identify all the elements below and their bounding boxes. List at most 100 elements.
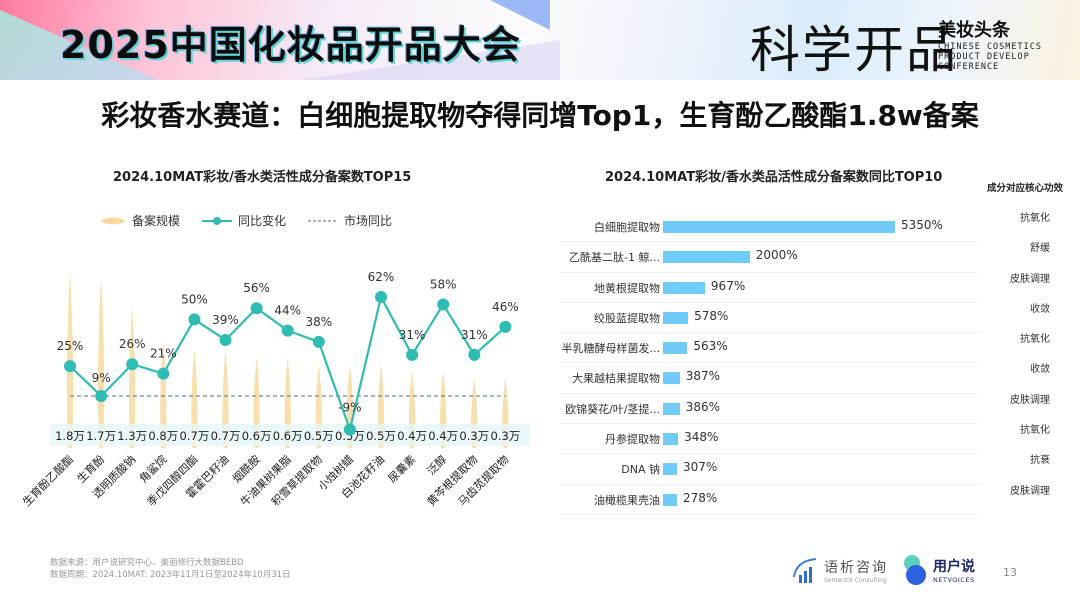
growth-bar: [663, 311, 689, 324]
yoy-point: [64, 360, 76, 373]
yoy-label: 31%: [461, 328, 488, 342]
growth-value: 348%: [684, 430, 719, 445]
effect-label: 舒缓: [1030, 243, 1050, 255]
filing-scale-label: 1.7万: [86, 429, 116, 443]
filing-scale-spike: [222, 349, 229, 448]
growth-bar: [663, 281, 705, 294]
yoy-point: [250, 302, 263, 315]
value-band: [50, 424, 530, 446]
yoy-point: [468, 348, 481, 361]
dashed-line-legend-icon: [308, 220, 339, 221]
bar-row: 半乳糖酵母样菌发... 563%: [560, 333, 980, 364]
semantix-logo-icon: [793, 558, 817, 583]
filing-scale-spike: [66, 270, 74, 448]
yoy-label: 39%: [212, 313, 239, 327]
right-chart-title: 2024.10MAT彩妆/香水类品活性成分备案数同比TOP10: [605, 170, 943, 185]
bar-category-label: 乙酰基二肽-1 鲸...: [569, 251, 660, 265]
yoy-label: 44%: [274, 304, 301, 318]
yoy-point: [375, 291, 387, 303]
bar-category-label: 油橄榄果壳油: [594, 493, 660, 507]
category-label: 尿囊素: [385, 452, 418, 485]
growth-value: 278%: [683, 490, 718, 505]
bar-category-label: 半乳糖酵母样菌发...: [561, 342, 661, 356]
yoy-point: [126, 358, 139, 371]
effect-label: 抗氧化: [1020, 425, 1050, 437]
left-chart-legend: 备案规模 同比变化 市场同比: [100, 212, 392, 229]
filing-scale-spike: [191, 349, 198, 448]
netvoices-name: 用户说: [933, 559, 975, 575]
growth-value: 387%: [685, 369, 721, 384]
yoy-point: [343, 423, 356, 436]
data-source-note: 数据来源：用户说研究中心、美丽修行大数据BEBD 数据周期：2024.10MAT…: [50, 558, 291, 580]
growth-bar: [663, 251, 750, 264]
effect-label: 抗氧化: [1020, 334, 1050, 346]
yoy-label: 38%: [305, 315, 332, 329]
filing-scale-label: 0.3万: [491, 429, 521, 443]
bar-category-label: DNA 钠: [621, 463, 660, 477]
growth-bar: [663, 342, 688, 355]
growth-value: 967%: [710, 278, 746, 293]
bar-row: 乙酰基二肽-1 鲸... 2000%: [560, 242, 980, 273]
filing-scale-spike: [129, 306, 136, 448]
filing-scale-label: 0.6万: [273, 429, 303, 443]
growth-bar: [663, 463, 677, 476]
filing-scale-label: 0.5万: [304, 429, 334, 443]
filing-scale-label: 1.3万: [117, 429, 147, 443]
growth-value: 386%: [685, 399, 721, 414]
bar-category-label: 欧锦葵花/叶/茎提...: [565, 402, 660, 416]
netvoices-logo-icon: [904, 555, 926, 585]
bar-category-label: 地黄根提取物: [594, 281, 660, 295]
effect-label: 收敛: [1030, 364, 1050, 376]
effect-label: 皮肤调理: [1010, 394, 1050, 406]
filing-scale-spike: [97, 277, 105, 448]
effect-label: 抗氧化: [1020, 213, 1050, 224]
line-marker-legend-icon: [202, 216, 233, 225]
growth-bar: [663, 372, 680, 385]
bar-row: 白细胞提取物 5350%: [560, 212, 980, 243]
yoy-point: [437, 298, 450, 311]
category-label: 泛醇: [424, 452, 449, 477]
yoy-label: 58%: [430, 277, 457, 291]
brand-slogan: 科学开品: [750, 21, 958, 79]
yoy-point: [312, 335, 325, 348]
yoy-label: 46%: [492, 300, 519, 314]
yoy-label: -9%: [338, 401, 361, 415]
yoy-label: 50%: [181, 292, 208, 306]
filing-scale-label: 0.6万: [242, 429, 272, 443]
bar-category-label: 白细胞提取物: [594, 221, 660, 234]
filing-scale-label: 0.7万: [180, 429, 210, 443]
yoy-point: [157, 367, 170, 380]
bar-category-label: 丹参提取物: [605, 433, 660, 447]
yoy-point: [499, 320, 512, 333]
conference-title: 2025中国化妆品开品大会: [60, 23, 521, 67]
brand-logo-text: 美妆头条: [938, 20, 1010, 41]
bar-row: 地黄根提取物 967%: [560, 273, 980, 303]
page-number: 13: [1003, 566, 1017, 579]
growth-value: 578%: [694, 308, 729, 323]
filing-scale-label: 0.8万: [148, 429, 178, 443]
growth-value: 5350%: [901, 218, 943, 232]
spike-legend-icon: [100, 217, 126, 224]
bar-row: 绞股蓝提取物 578%: [560, 303, 980, 334]
effect-label: 收敛: [1030, 303, 1050, 315]
brand-english: CHINESE COSMETICS PRODUCT DEVELOP CONFER…: [938, 42, 1042, 72]
yoy-label: 21%: [150, 347, 177, 361]
growth-bar: [663, 433, 679, 446]
effect-label: 皮肤调理: [1010, 273, 1050, 285]
yoy-label: 9%: [92, 371, 111, 385]
filing-scale-label: 0.3万: [459, 429, 489, 443]
left-chart-title: 2024.10MAT彩妆/香水类活性成分备案数TOP15: [113, 170, 412, 185]
conference-banner: 2025中国化妆品开品大会 科学开品 美妆头条 CHINESE COSMETIC…: [0, 0, 1080, 80]
yoy-label: 56%: [243, 281, 270, 295]
bar-category-label: 大果越桔果提取物: [572, 372, 660, 386]
growth-value: 307%: [683, 460, 718, 475]
yoy-point: [281, 324, 294, 337]
legend-item-yoy: 同比变化: [202, 212, 286, 229]
filing-count-combo-chart: 1.8万 1.7万 1.3万 0.8万 0.7万 0.7万 0.6万 0.6万 0.5万 0.5万…: [20, 270, 530, 509]
yoy-label: 31%: [399, 328, 426, 342]
effects-title: 成分对应核心功效: [986, 183, 1063, 194]
bar-row: 欧锦葵花/叶/茎提... 386%: [560, 394, 980, 425]
yoy-point: [188, 313, 201, 326]
growth-bar: [663, 493, 677, 506]
bar-row: DNA 钠 307%: [560, 454, 980, 485]
